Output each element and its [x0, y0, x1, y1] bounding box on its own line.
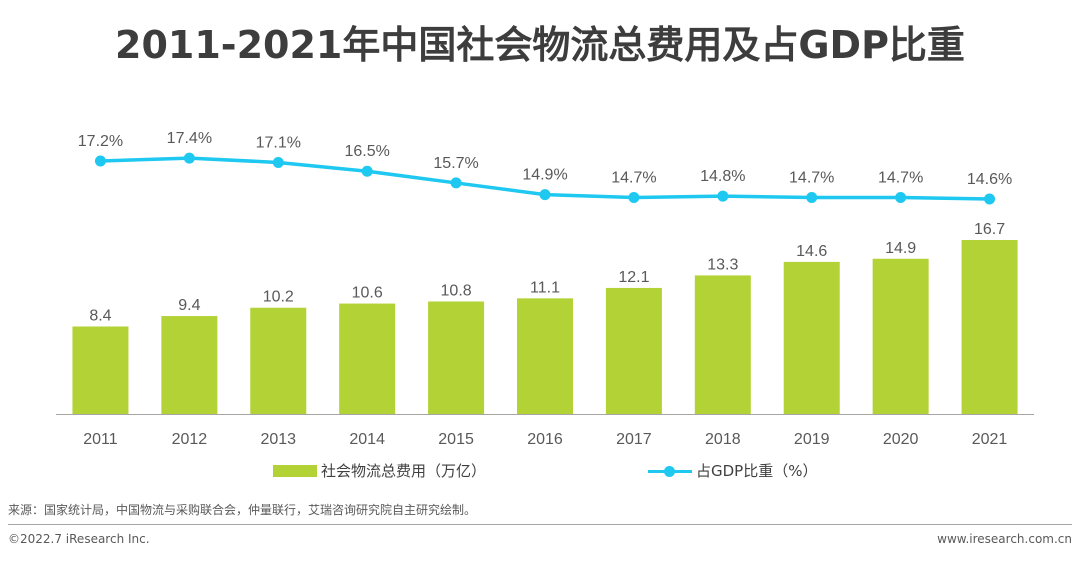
- bar: [428, 301, 485, 414]
- x-tick-label: 2021: [972, 431, 1008, 448]
- bar-value-label: 9.4: [178, 297, 200, 314]
- line-point: [94, 155, 106, 167]
- x-tick-label: 2013: [260, 431, 296, 448]
- bar-value-label: 10.6: [352, 285, 383, 302]
- bar-value-label: 13.3: [707, 256, 738, 273]
- source-note: 来源：国家统计局，中国物流与采购联合会，仲量联行，艾瑞咨询研究院自主研究绘制。: [8, 503, 477, 517]
- x-tick-label: 2020: [883, 431, 919, 448]
- bar: [161, 316, 218, 414]
- bar: [961, 240, 1018, 414]
- line-value-label: 16.5%: [344, 143, 389, 160]
- legend-line-swatch: [648, 465, 692, 477]
- line-value-label: 14.6%: [967, 171, 1012, 188]
- line-point: [539, 189, 551, 201]
- legend-item-line: 占GDP比重（%）: [648, 460, 817, 481]
- footer-divider: [8, 524, 1072, 525]
- line-point: [806, 192, 818, 204]
- x-tick-label: 2017: [616, 431, 652, 448]
- line-point: [450, 177, 462, 189]
- x-tick-label: 2012: [172, 431, 208, 448]
- line-series: [94, 152, 996, 205]
- bar-series: [72, 240, 1018, 414]
- legend-line-label: 占GDP比重（%）: [696, 462, 818, 480]
- x-tick-label: 2019: [794, 431, 830, 448]
- bar-value-label: 11.1: [530, 279, 560, 296]
- line-point: [984, 193, 996, 205]
- bar-value-label: 12.1: [618, 269, 649, 286]
- legend-bar-swatch: [273, 464, 317, 477]
- bar: [694, 275, 751, 414]
- chart-title: 2011-2021年中国社会物流总费用及占GDP比重: [115, 23, 965, 67]
- copyright-text: ©2022.7 iResearch Inc.: [8, 532, 150, 546]
- x-tick-label: 2011: [83, 431, 118, 448]
- line-value-label: 15.7%: [433, 155, 478, 172]
- x-axis-tick-labels: 2011 2012 2013 2014 2015 2016 2017 2018 2019 2020…: [83, 431, 1007, 448]
- line-value-label: 14.8%: [700, 168, 745, 185]
- line-point: [361, 165, 373, 177]
- bar-value-label: 10.2: [263, 289, 294, 306]
- line-point: [272, 156, 284, 168]
- bar-value-label: 16.7: [974, 221, 1005, 238]
- bar: [250, 307, 307, 414]
- legend-bar-label: 社会物流总费用（万亿）: [321, 462, 487, 480]
- line-value-label: 14.7%: [878, 170, 923, 187]
- bar: [783, 261, 840, 414]
- x-tick-label: 2018: [705, 431, 741, 448]
- x-tick-label: 2014: [349, 431, 385, 448]
- bar: [72, 326, 129, 414]
- bar-data-labels: 8.4 9.4 10.2 10.6 10.8 11.1 12.1 13.3 14.6 14.9 16…: [89, 221, 1005, 324]
- line-point: [183, 152, 195, 164]
- line-value-label: 17.4%: [167, 130, 212, 147]
- bar: [605, 287, 662, 414]
- bar: [872, 258, 929, 414]
- line-value-label: 14.9%: [522, 167, 567, 184]
- bar: [339, 303, 396, 414]
- line-data-labels: 17.2% 17.4% 17.1% 16.5% 15.7% 14.9% 14.7% 14.8%…: [78, 130, 1012, 188]
- legend-item-bar: 社会物流总费用（万亿）: [273, 460, 486, 481]
- line-point: [717, 190, 729, 202]
- line-value-label: 14.7%: [789, 170, 834, 187]
- website-link[interactable]: www.iresearch.com.cn: [937, 532, 1072, 546]
- line-point: [895, 192, 907, 204]
- line-value-label: 17.1%: [256, 134, 301, 151]
- x-tick-label: 2016: [527, 431, 563, 448]
- bar-value-label: 8.4: [89, 307, 111, 324]
- bar: [517, 298, 573, 414]
- line-value-label: 17.2%: [78, 133, 123, 150]
- bar-value-label: 14.6: [796, 243, 827, 260]
- bar-value-label: 10.8: [441, 282, 472, 299]
- x-tick-label: 2015: [438, 431, 474, 448]
- line-value-label: 14.7%: [611, 170, 656, 187]
- bar-value-label: 14.9: [885, 240, 916, 257]
- line-point: [628, 192, 640, 204]
